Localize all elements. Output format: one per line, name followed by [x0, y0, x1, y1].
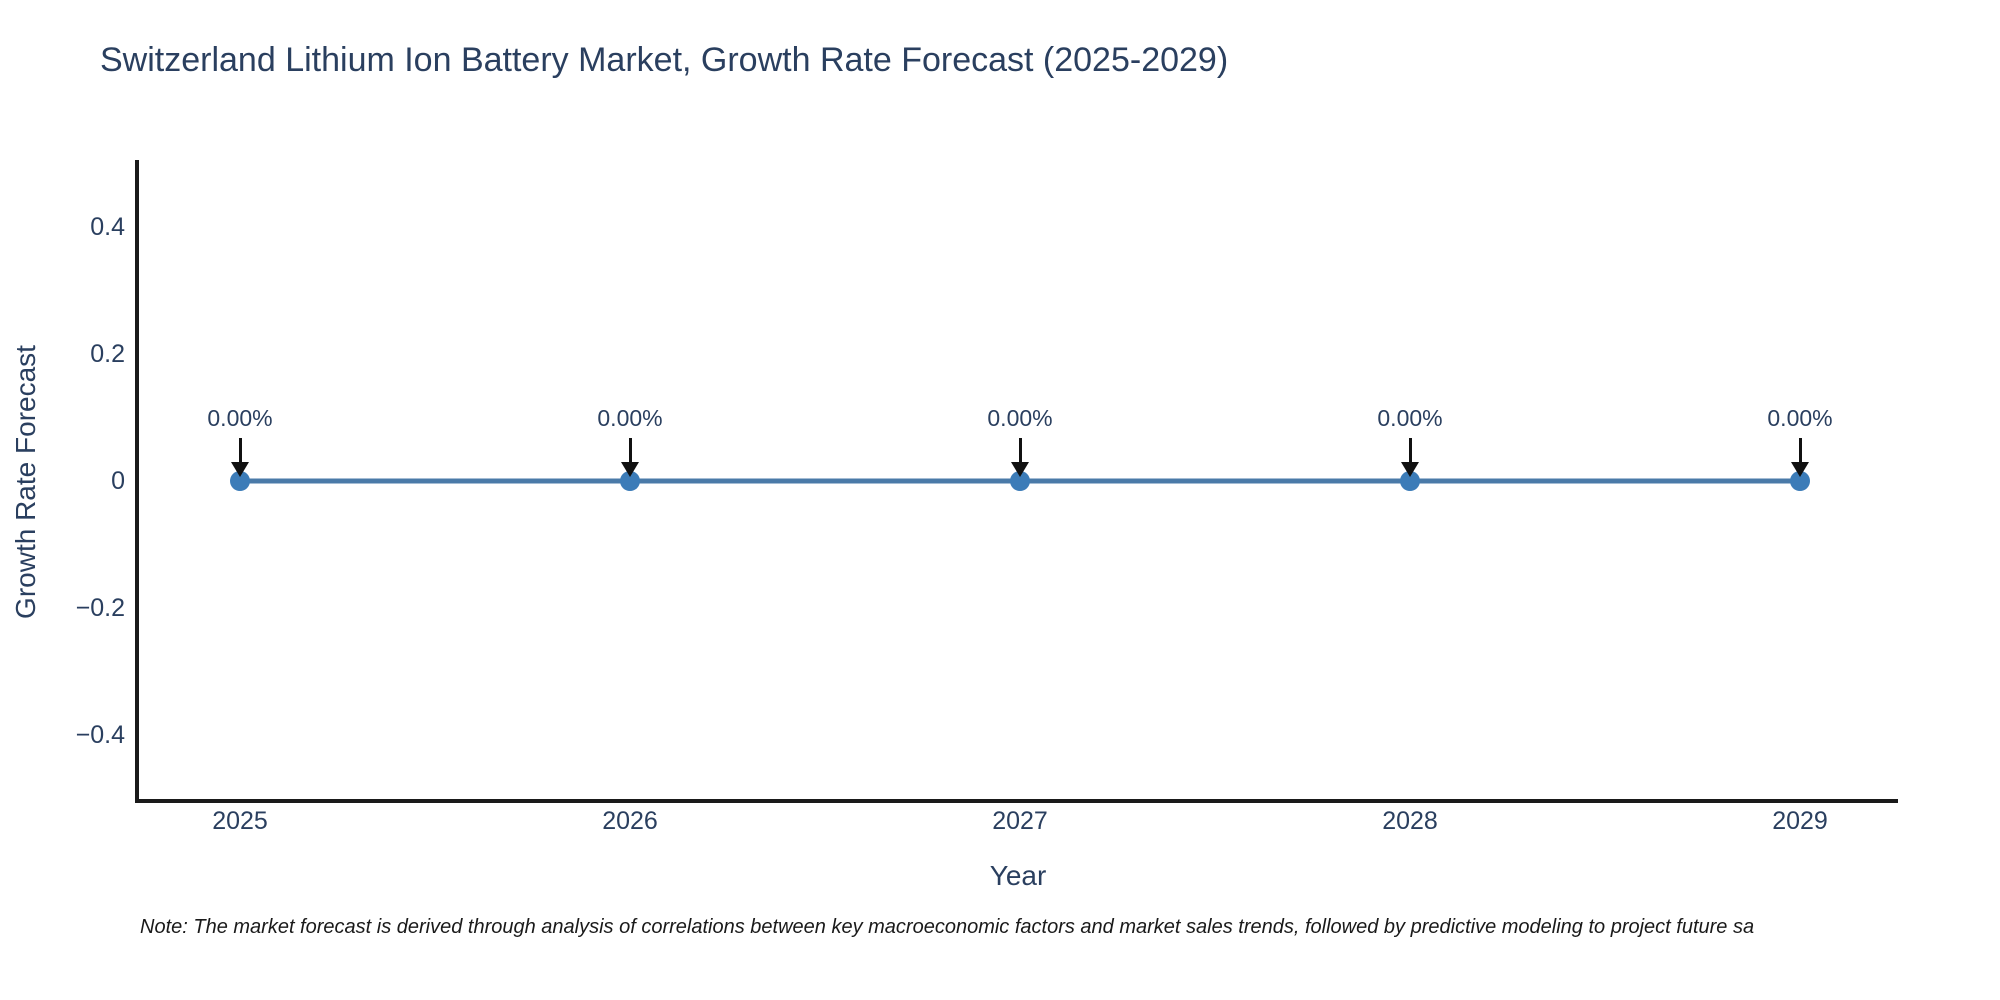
- footnote: Note: The market forecast is derived thr…: [140, 916, 1755, 938]
- x-tick-label: 2027: [992, 807, 1048, 835]
- y-tick-label: −0.4: [75, 721, 125, 749]
- annotation-arrow-shaft: [628, 438, 632, 464]
- annotation-arrow-shaft: [1408, 438, 1412, 464]
- annotation-arrowhead-icon: [1011, 462, 1029, 477]
- x-tick-label: 2029: [1772, 807, 1828, 835]
- annotation-arrowhead-icon: [231, 462, 249, 477]
- y-tick-label: 0.2: [90, 340, 125, 368]
- point-annotation-label: 0.00%: [1377, 405, 1443, 431]
- annotation-arrowhead-icon: [1401, 462, 1419, 477]
- x-axis-title: Year: [989, 860, 1047, 891]
- y-tick-label: 0: [111, 467, 125, 495]
- x-tick-label: 2025: [212, 807, 268, 835]
- annotation-arrow-shaft: [1798, 438, 1802, 464]
- point-annotation-label: 0.00%: [987, 405, 1053, 431]
- x-axis-line: [135, 799, 1898, 803]
- x-tick-label: 2026: [602, 807, 658, 835]
- annotation-arrowhead-icon: [621, 462, 639, 477]
- point-annotation-label: 0.00%: [1767, 405, 1833, 431]
- point-annotation-label: 0.00%: [597, 405, 663, 431]
- annotation-arrowhead-icon: [1791, 462, 1809, 477]
- x-tick-label: 2028: [1382, 807, 1438, 835]
- annotation-arrow-shaft: [238, 438, 242, 464]
- y-tick-label: 0.4: [90, 213, 125, 241]
- y-axis-line: [135, 160, 139, 803]
- y-tick-label: −0.2: [75, 594, 125, 622]
- point-annotation-label: 0.00%: [207, 405, 273, 431]
- chart-title: Switzerland Lithium Ion Battery Market, …: [100, 41, 1229, 79]
- annotation-arrow-shaft: [1018, 438, 1022, 464]
